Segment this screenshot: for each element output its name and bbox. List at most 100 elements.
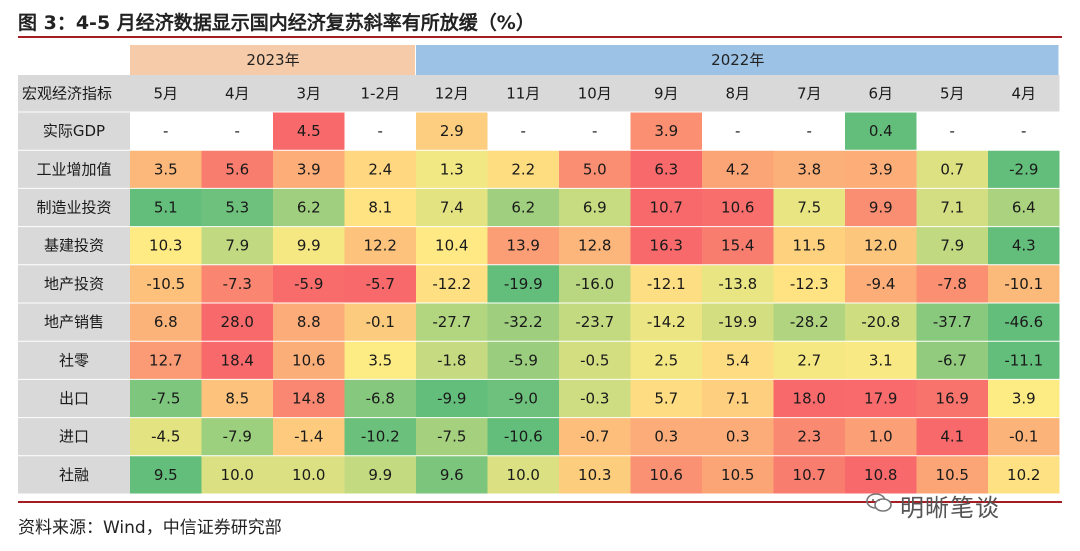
heatmap-cell — [344, 455, 416, 494]
cell-value: 2.7 — [797, 351, 821, 369]
cell-value: - — [163, 122, 168, 140]
heatmap-cell — [487, 417, 559, 456]
cell-value: 2.5 — [654, 351, 678, 369]
heatmap-cell — [916, 455, 988, 494]
heatmap-cell — [702, 112, 774, 151]
cell-value: - — [735, 122, 740, 140]
cell-value: 2.3 — [797, 428, 821, 446]
heatmap-cell — [559, 379, 631, 418]
cell-value: 6.3 — [654, 160, 678, 178]
heatmap-cell — [201, 150, 273, 189]
heatmap-cell — [201, 188, 273, 227]
cell-value: 11.5 — [793, 237, 826, 255]
heatmap-cell — [487, 379, 559, 418]
heatmap-cell — [201, 112, 273, 151]
heatmap-cell — [630, 150, 702, 189]
column-header: 10月 — [578, 85, 612, 103]
cell-value: -19.9 — [718, 313, 757, 331]
cell-value: -7.8 — [938, 275, 967, 293]
cell-value: 7.9 — [225, 237, 249, 255]
heatmap-cell — [487, 226, 559, 265]
cell-value: 9.9 — [297, 237, 321, 255]
cell-value: 18.4 — [221, 351, 254, 369]
heatmap-cell — [630, 112, 702, 151]
heatmap-cell — [273, 150, 345, 189]
cell-value: -19.9 — [504, 275, 543, 293]
column-header-row — [18, 75, 1060, 112]
cell-value: 12.7 — [149, 351, 182, 369]
cell-value: 7.1 — [940, 199, 964, 217]
cell-value: 10.6 — [292, 351, 325, 369]
heatmap-cell — [773, 417, 845, 456]
cell-value: -9.9 — [437, 390, 466, 408]
cell-value: 10.7 — [650, 199, 683, 217]
year-group-label: 2022年 — [711, 51, 764, 69]
heatmap-cell — [773, 264, 845, 303]
cell-value: 15.4 — [721, 237, 754, 255]
cell-value: -0.1 — [366, 313, 395, 331]
cell-value: 4.5 — [297, 122, 321, 140]
cell-value: 9.6 — [440, 466, 464, 484]
cell-value: -12.1 — [647, 275, 686, 293]
cell-value: 0.4 — [869, 122, 893, 140]
cell-value: 12.2 — [364, 237, 397, 255]
cell-value: -0.5 — [580, 351, 609, 369]
heatmap-cell — [559, 112, 631, 151]
heatmap-cell — [845, 112, 917, 151]
heatmap-cell — [630, 341, 702, 380]
cell-value: -2.9 — [1009, 160, 1038, 178]
cell-value: -5.7 — [366, 275, 395, 293]
row-label: 实际GDP — [43, 122, 105, 140]
heatmap-cell — [416, 112, 488, 151]
heatmap-cell — [344, 341, 416, 380]
heatmap-cell — [273, 341, 345, 380]
cell-value: 9.9 — [368, 466, 392, 484]
cell-value: -10.1 — [1004, 275, 1043, 293]
row-label: 出口 — [59, 390, 89, 408]
cell-value: 14.8 — [292, 390, 325, 408]
heatmap-cell — [559, 188, 631, 227]
heatmap-cell — [344, 226, 416, 265]
column-header: 5月 — [153, 85, 178, 103]
cell-value: 3.9 — [297, 160, 321, 178]
heatmap-cell — [559, 341, 631, 380]
heatmap-cell — [559, 417, 631, 456]
cell-value: 3.1 — [869, 351, 893, 369]
cell-value: 5.1 — [154, 199, 178, 217]
heatmap-cell — [201, 303, 273, 342]
column-header: 5月 — [940, 85, 965, 103]
cell-value: 3.8 — [797, 160, 821, 178]
heatmap-cell — [773, 188, 845, 227]
heatmap-cell — [702, 341, 774, 380]
cell-value: -1.8 — [437, 351, 466, 369]
cell-value: - — [950, 122, 955, 140]
heatmap-cell — [702, 379, 774, 418]
heatmap-cell — [130, 417, 202, 456]
heatmap-cell — [916, 417, 988, 456]
heatmap-cell — [702, 303, 774, 342]
heatmap-cell — [916, 303, 988, 342]
heatmap-cell — [416, 455, 488, 494]
cell-value: -10.2 — [361, 428, 400, 446]
heatmap-cell — [559, 264, 631, 303]
heatmap-cell — [559, 226, 631, 265]
heatmap-cell — [916, 226, 988, 265]
cell-value: 6.4 — [1012, 199, 1036, 217]
heatmap-cell — [273, 264, 345, 303]
heatmap-cell — [988, 226, 1060, 265]
row-label: 社零 — [59, 351, 89, 369]
cell-value: -28.2 — [790, 313, 829, 331]
heatmap-cell — [988, 264, 1060, 303]
cell-value: 4.3 — [1012, 237, 1036, 255]
column-header: 12月 — [435, 85, 469, 103]
heatmap-cell — [773, 226, 845, 265]
cell-value: 8.1 — [368, 199, 392, 217]
heatmap-cell — [559, 150, 631, 189]
cell-value: 9.5 — [154, 466, 178, 484]
heatmap-cell — [988, 303, 1060, 342]
cell-value: 6.2 — [511, 199, 535, 217]
heatmap-cell — [273, 226, 345, 265]
source-note: 资料来源：Wind，中信证券研究部 — [18, 518, 282, 538]
cell-value: 17.9 — [864, 390, 897, 408]
cell-value: -7.5 — [437, 428, 466, 446]
